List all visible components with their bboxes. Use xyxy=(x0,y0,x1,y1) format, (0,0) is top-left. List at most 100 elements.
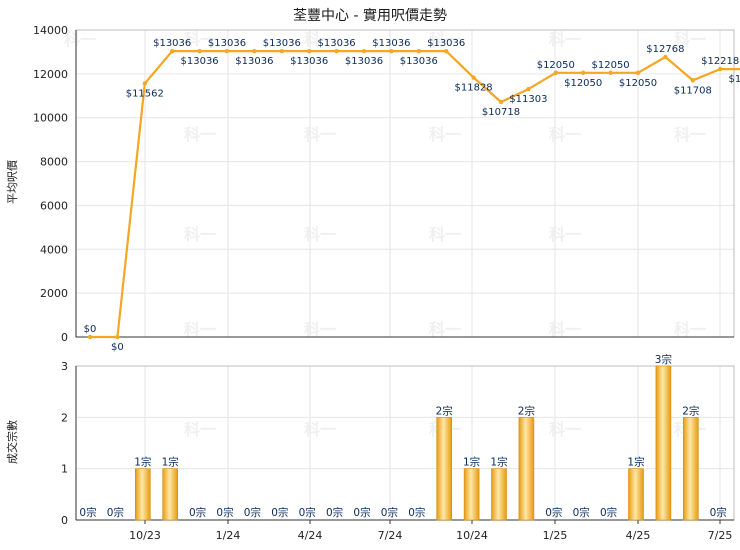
watermark-text: 科一 xyxy=(184,30,216,49)
watermark-text: 科一 xyxy=(429,320,461,339)
price-data-label: $11828 xyxy=(455,83,493,94)
price-point xyxy=(115,334,120,340)
price-point xyxy=(197,48,202,54)
price-series xyxy=(87,48,740,340)
grid-layer xyxy=(76,29,734,521)
watermark-text: 科一 xyxy=(184,125,216,144)
x-tick-label: 7/24 xyxy=(378,529,403,542)
price-point xyxy=(690,78,695,83)
watermark-text: 科一 xyxy=(184,320,216,339)
price-data-label: $12768 xyxy=(646,44,684,55)
watermark-text: 科一 xyxy=(184,420,216,439)
x-tick-label: 10/23 xyxy=(129,529,161,542)
price-data-label: $13036 xyxy=(235,56,273,67)
price-y-tick: 2000 xyxy=(40,287,68,300)
count-bar-label: 2宗 xyxy=(436,404,453,417)
count-y-tick: 0 xyxy=(61,514,68,527)
price-point xyxy=(471,75,476,80)
count-axis-label: 成交宗數 xyxy=(5,420,19,464)
price-y-tick: 0 xyxy=(61,331,68,344)
watermark-text: 科一 xyxy=(549,420,581,439)
price-data-label: $11708 xyxy=(674,85,712,96)
price-point xyxy=(718,66,723,72)
price-point xyxy=(334,48,339,54)
count-bar xyxy=(436,417,453,521)
x-tick-label: 10/24 xyxy=(456,529,488,542)
watermark-text: 科一 xyxy=(304,30,336,49)
price-data-label: $13036 xyxy=(263,38,301,49)
watermark-text: 科一 xyxy=(304,420,336,439)
price-data-label: $13036 xyxy=(208,38,246,49)
count-bar-label: 2宗 xyxy=(518,404,535,417)
count-y-tick: 1 xyxy=(61,463,68,476)
count-bar-label: 0宗 xyxy=(189,506,206,519)
count-bar-label: 0宗 xyxy=(573,506,590,519)
count-bar-label: 0宗 xyxy=(299,506,316,519)
watermark-text: 科一 xyxy=(304,225,336,244)
price-line xyxy=(90,50,740,339)
price-point xyxy=(635,70,641,75)
count-bar-label: 0宗 xyxy=(79,506,96,519)
count-bar-label: 3宗 xyxy=(655,353,672,366)
count-bar-label: 2宗 xyxy=(682,404,699,417)
count-bar-label: 0宗 xyxy=(216,506,233,519)
price-data-label: $12050 xyxy=(564,78,602,89)
count-bar-label: 1宗 xyxy=(162,456,179,469)
count-bar xyxy=(628,468,644,521)
price-y-tick: 12000 xyxy=(33,68,68,81)
count-bar-label: 1宗 xyxy=(490,456,507,469)
count-bar-label: 0宗 xyxy=(326,506,343,519)
data-label-layer: 0宗 0宗 1宗 1宗 0宗 0宗 0宗 0宗 0宗 0宗 0宗 0宗 0宗 2宗 1宗 1宗 2宗 0宗 0宗 0宗… xyxy=(79,38,740,519)
bar-series xyxy=(135,365,699,521)
price-data-label: $13036 xyxy=(181,56,219,67)
count-bar xyxy=(135,468,151,521)
watermark-text: 科一 xyxy=(429,125,461,144)
watermark-text: 科一 xyxy=(429,30,461,49)
price-data-label: $12218 xyxy=(701,56,739,67)
price-data-label: $12050 xyxy=(592,60,630,71)
count-bar-label: 1宗 xyxy=(627,456,644,469)
count-bar xyxy=(463,468,480,521)
chart-title: 荃豐中心 - 實用呎價走勢 xyxy=(293,7,447,24)
price-axis-label: 平均呎價 xyxy=(5,160,19,204)
watermark-text: 科一 xyxy=(674,125,706,144)
count-bar-label: 0宗 xyxy=(244,506,261,519)
count-bar xyxy=(162,468,178,521)
axis-layer: 0 2000 4000 6000 8000 10000 12000 14000 0 1 2 3 10/2… xyxy=(33,24,735,542)
count-bar xyxy=(491,468,507,521)
x-tick-label: 4/25 xyxy=(626,529,651,542)
watermark-text: 科一 xyxy=(304,125,336,144)
x-tick-label: 4/24 xyxy=(298,529,323,542)
price-data-label: $12050 xyxy=(619,78,657,89)
x-tick-label: 7/25 xyxy=(708,529,733,542)
count-bar-label: 0宗 xyxy=(710,506,727,519)
price-data-label: $13036 xyxy=(318,38,356,49)
price-data-label: $13036 xyxy=(400,56,438,67)
price-point xyxy=(361,48,367,54)
watermark-text: 科一 xyxy=(674,30,706,49)
price-y-tick: 10000 xyxy=(33,112,68,125)
price-point xyxy=(444,48,449,54)
price-point xyxy=(142,81,147,86)
price-data-label: $0 xyxy=(84,324,97,335)
count-bar-label: 0宗 xyxy=(381,506,398,519)
count-y-tick: 3 xyxy=(61,360,68,373)
price-data-label: $0 xyxy=(111,342,124,353)
count-bar-label: 0宗 xyxy=(408,506,425,519)
price-point xyxy=(389,48,394,54)
price-point xyxy=(307,48,312,54)
count-bar xyxy=(655,365,672,521)
price-data-label: $10718 xyxy=(482,107,520,118)
price-data-label: $13036 xyxy=(345,56,383,67)
price-data-label: $13036 xyxy=(372,38,410,49)
watermark-text: 科一 xyxy=(549,30,581,49)
count-y-tick: 2 xyxy=(61,411,68,424)
price-data-label: $13036 xyxy=(427,38,465,49)
price-plot-frame xyxy=(75,29,735,338)
price-data-label: $12050 xyxy=(537,60,575,71)
count-bar-label: 1宗 xyxy=(134,456,151,469)
count-bar xyxy=(518,417,535,521)
watermark-text: 科一 xyxy=(304,320,336,339)
watermark-text: 科一 xyxy=(549,125,581,144)
